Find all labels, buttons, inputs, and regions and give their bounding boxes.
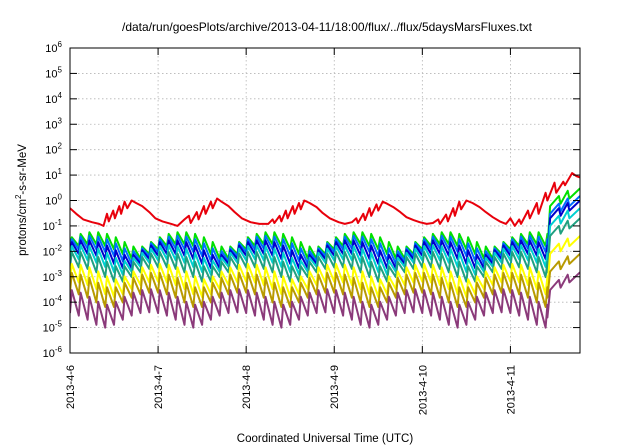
x-tick-label: 2013-4-11 bbox=[505, 365, 517, 414]
chart-title: /data/run/goesPlots/archive/2013-04-11/1… bbox=[122, 20, 533, 34]
flux-series-line-red bbox=[70, 172, 580, 227]
y-tick-label: 10-1 bbox=[43, 218, 63, 233]
y-tick-label: 10-2 bbox=[43, 243, 63, 258]
y-tick-label: 102 bbox=[45, 142, 62, 157]
y-tick-labels: 10-6 10-5 10-4 10-3 10-2 10-1 100 101 102 103 104 1… bbox=[43, 40, 63, 360]
series-lines bbox=[70, 172, 580, 329]
x-tick-label: 2013-4-10 bbox=[417, 365, 429, 415]
flux-series-line bbox=[70, 271, 580, 329]
y-tick-label: 101 bbox=[45, 167, 62, 182]
y-tick-label: 10-3 bbox=[43, 269, 63, 284]
y-axis-label-base: protons/cm bbox=[17, 199, 29, 256]
x-tick-label: 2013-4-6 bbox=[65, 365, 77, 409]
y-tick-label: 100 bbox=[45, 193, 62, 208]
axis-ticks bbox=[69, 47, 580, 354]
y-tick-label: 106 bbox=[45, 40, 62, 55]
y-tick-label: 104 bbox=[45, 91, 62, 106]
flux-series-line bbox=[70, 253, 580, 308]
y-axis-label: protons/cm2-s-sr-MeV bbox=[14, 144, 29, 256]
y-tick-label: 10-4 bbox=[43, 294, 63, 309]
x-axis-label: Coordinated Universal Time (UTC) bbox=[237, 433, 414, 445]
flux-series-line bbox=[70, 217, 580, 283]
y-axis-label-sup: 2 bbox=[14, 194, 23, 199]
y-tick-label: 10-5 bbox=[43, 320, 63, 335]
x-tick-label: 2013-4-7 bbox=[153, 365, 165, 409]
y-tick-label: 10-6 bbox=[43, 345, 63, 360]
x-tick-labels: 2013-4-6 2013-4-7 2013-4-8 2013-4-9 2013-4-1… bbox=[65, 365, 517, 415]
y-tick-label: 105 bbox=[45, 65, 62, 80]
x-tick-label: 2013-4-8 bbox=[241, 365, 253, 409]
x-tick-label: 2013-4-9 bbox=[329, 365, 341, 409]
y-tick-label: 103 bbox=[45, 116, 62, 131]
y-axis-label-rest: -s-sr-MeV bbox=[17, 144, 29, 195]
